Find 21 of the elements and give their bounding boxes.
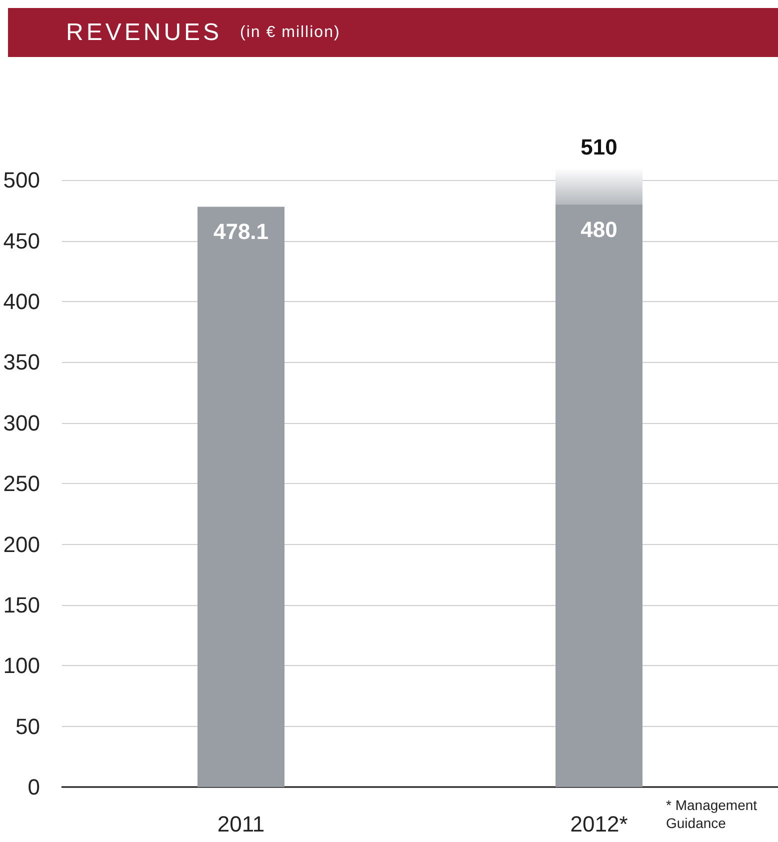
chart-subtitle: (in € million) — [240, 24, 340, 42]
y-tick-label: 50 — [16, 714, 40, 739]
bar — [556, 204, 642, 787]
y-tick-label: 350 — [3, 350, 40, 375]
text: * Management Guidance — [666, 796, 758, 832]
y-tick-label: 150 — [3, 592, 40, 618]
y-tick-label: 250 — [3, 471, 40, 496]
y-tick-label: 0 — [28, 774, 40, 800]
y-tick-label: 100 — [3, 653, 40, 678]
chart-title: REVENUES — [66, 18, 222, 46]
x-tick-label: 2011 — [217, 812, 265, 836]
data-label: 478.1 — [213, 219, 269, 244]
y-tick-label: 200 — [3, 532, 40, 557]
y-tick-label: 450 — [3, 228, 40, 254]
data-label: 480 — [580, 216, 618, 242]
bar — [198, 206, 284, 787]
y-tick-label: 300 — [3, 410, 40, 436]
y-tick-label: 500 — [3, 168, 40, 193]
x-tick-label: 2012* — [570, 812, 628, 836]
y-tick-label: 400 — [3, 289, 40, 314]
total-label: 510 — [580, 134, 618, 160]
